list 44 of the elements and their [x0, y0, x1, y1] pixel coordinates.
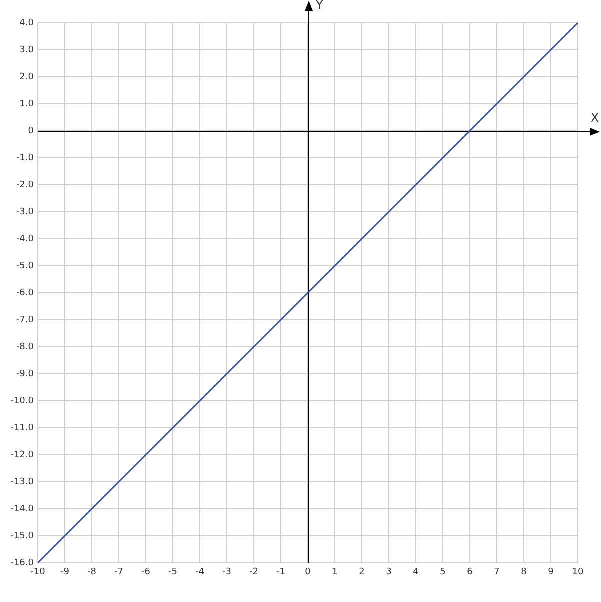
y-tick-label: -16.0 [10, 558, 34, 568]
x-tick-label: -1 [276, 568, 286, 578]
x-tick-label: 9 [548, 568, 554, 578]
y-tick-label: 4.0 [20, 18, 34, 28]
y-tick-label: -6.0 [16, 288, 34, 298]
y-axis-title: Y [315, 0, 324, 12]
x-tick-label: 1 [332, 568, 338, 578]
x-tick-label: 8 [521, 568, 528, 578]
y-tick-label: 1.0 [20, 99, 34, 110]
x-tick-label: -2 [250, 568, 258, 578]
x-tick-label: -5 [168, 568, 178, 578]
x-tick-label: -3 [222, 568, 232, 578]
y-tick-label: -12.0 [10, 450, 34, 460]
x-tick-label: -6 [142, 568, 151, 578]
x-tick-label: 10 [572, 568, 584, 578]
x-axis-title: X [590, 111, 600, 126]
y-tick-label: -13.0 [10, 477, 34, 488]
y-tick-label: -7.0 [16, 315, 34, 326]
x-tick-label: 2 [359, 568, 365, 578]
x-tick-label: 4 [413, 568, 420, 578]
y-tick-label: 3.0 [20, 45, 34, 56]
x-tick-label: -9 [60, 568, 70, 578]
x-tick-label: 5 [440, 568, 446, 578]
y-tick-label: 2.0 [20, 72, 34, 82]
y-tick-label: -15.0 [10, 531, 34, 542]
x-tick-label: -7 [114, 568, 124, 578]
x-tick-label: -10 [30, 568, 46, 578]
y-tick-label: -4.0 [16, 234, 34, 244]
y-tick-label: -10.0 [10, 396, 34, 406]
y-tick-label: -3.0 [16, 207, 34, 218]
y-tick-label: -2.0 [16, 180, 34, 190]
x-tick-label: 6 [467, 568, 474, 578]
y-tick-label: -9.0 [16, 369, 34, 380]
x-tick-label: 7 [494, 568, 500, 578]
y-tick-label: -1.0 [16, 153, 34, 164]
x-tick-label: -4 [196, 568, 205, 578]
x-tick-label: 3 [386, 568, 392, 578]
y-tick-label: -14.0 [10, 504, 34, 514]
x-tick-label: 0 [305, 568, 312, 578]
x-tick-label: -8 [88, 568, 97, 578]
y-tick-label: -5.0 [16, 261, 34, 272]
y-tick-label: -11.0 [10, 423, 34, 434]
y-tick-label: 0 [28, 126, 34, 136]
y-tick-label: -8.0 [16, 342, 34, 352]
